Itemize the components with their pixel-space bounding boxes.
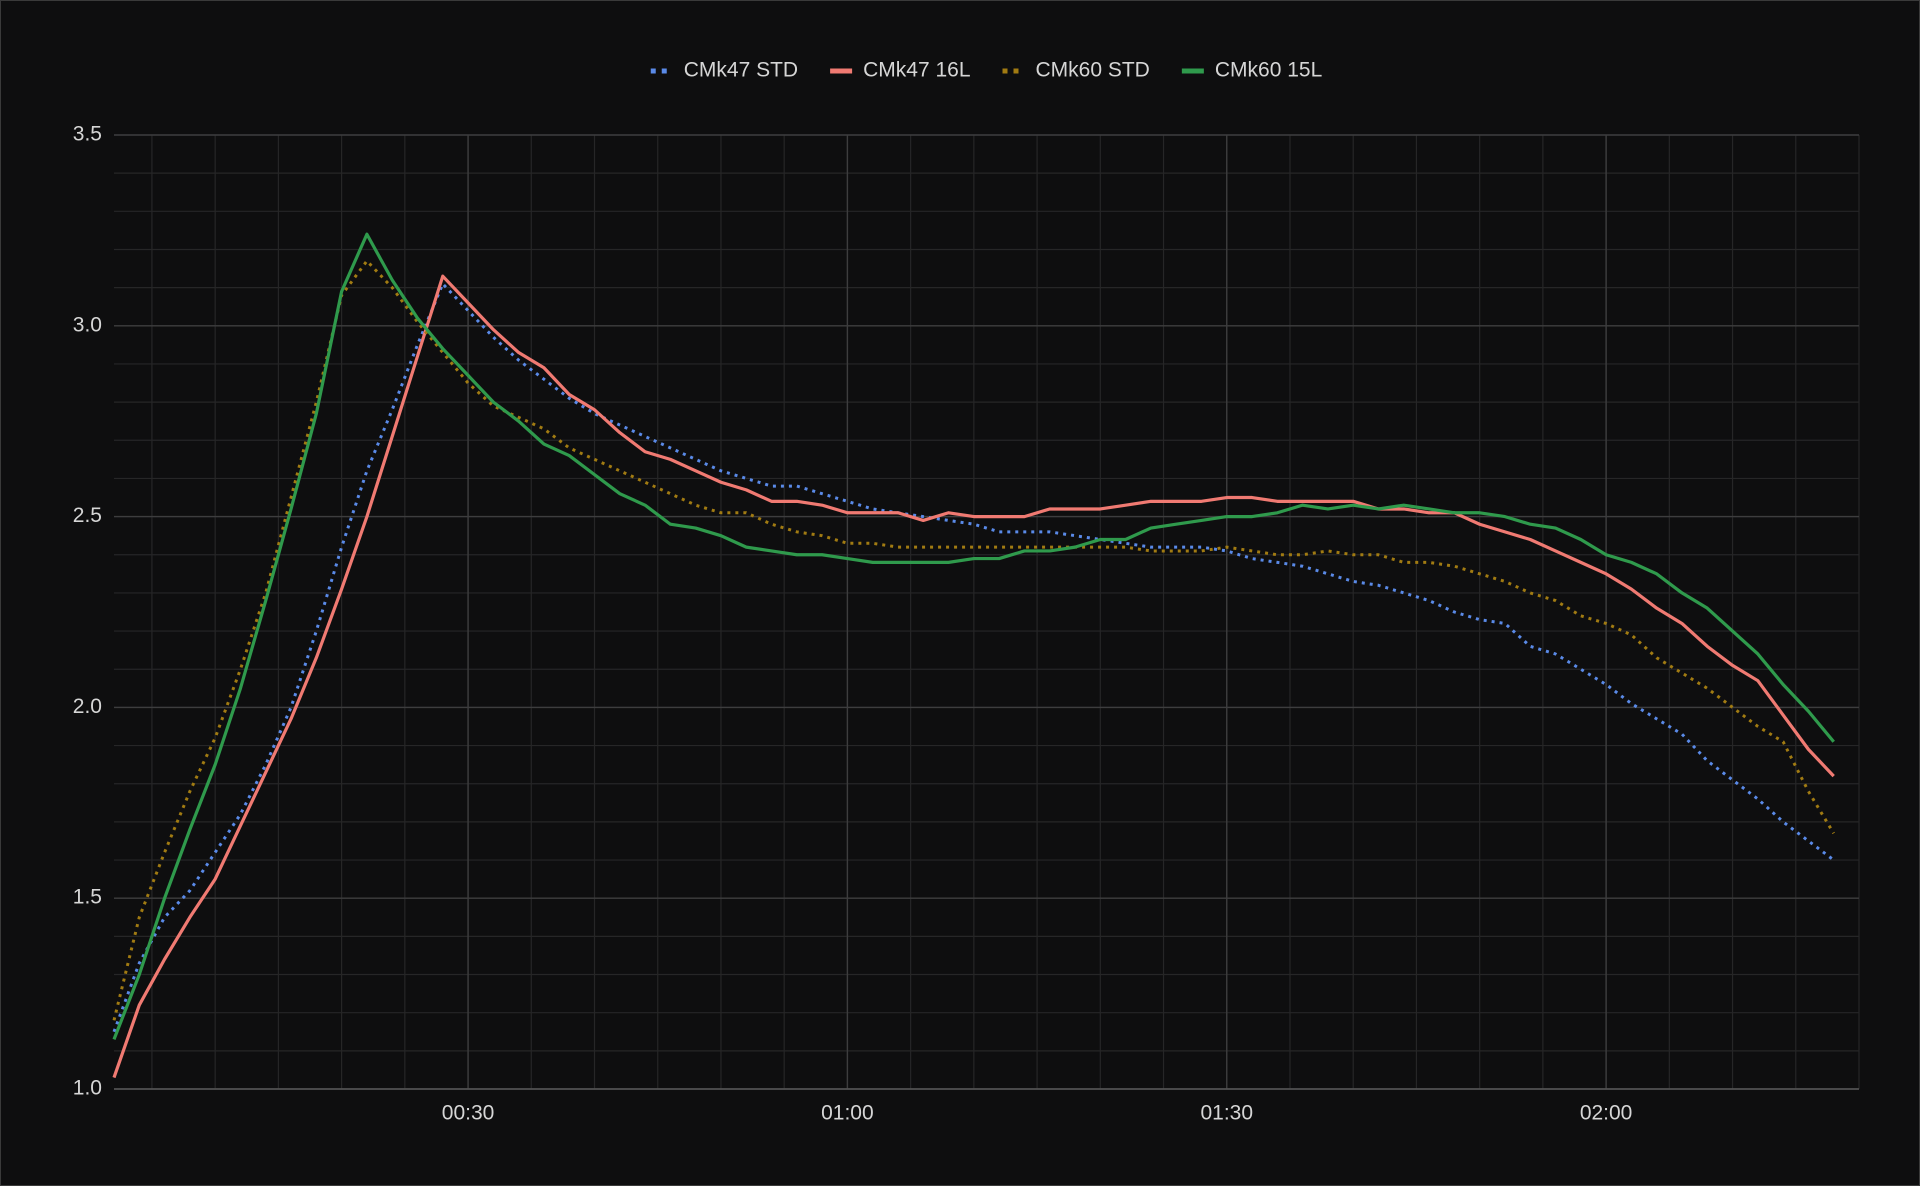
x-tick-label: 01:30: [1200, 1102, 1253, 1125]
series-line: [112, 259, 1835, 1021]
x-tick-label: 01:00: [821, 1102, 874, 1125]
y-tick-label: 1.0: [73, 1077, 102, 1100]
series-line: [112, 232, 1835, 1040]
y-tick-label: 2.5: [73, 504, 102, 527]
x-tick-label: 00:30: [442, 1102, 495, 1125]
legend-item: CMk47 16L: [830, 59, 971, 82]
series-line: [112, 282, 1835, 1033]
legend-label: CMk60 STD: [1036, 59, 1150, 82]
grid: 1.0 1.5 2.0 2.5 3.0 3.5 00:30 01:00 01:30 02:00: [73, 123, 1860, 1125]
legend-label: CMk47 16L: [863, 59, 970, 82]
x-tick-label: 02:00: [1580, 1102, 1633, 1125]
plot-lines: [112, 232, 1835, 1079]
legend-item: CMk47 STD: [650, 59, 798, 82]
legend-label: CMk60 15L: [1215, 59, 1322, 82]
legend-item: CMk60 STD: [1002, 59, 1150, 82]
legend: CMk47 STD CMk47 16L CMk60 STD CMk60 15L: [650, 59, 1322, 82]
legend-item: CMk60 15L: [1181, 59, 1322, 82]
y-tick-label: 1.5: [73, 886, 102, 909]
y-tick-label: 3.0: [73, 313, 102, 336]
legend-label: CMk47 STD: [684, 59, 798, 82]
series-line: [112, 274, 1835, 1079]
y-tick-label: 2.0: [73, 695, 102, 718]
y-tick-label: 3.5: [73, 123, 102, 146]
